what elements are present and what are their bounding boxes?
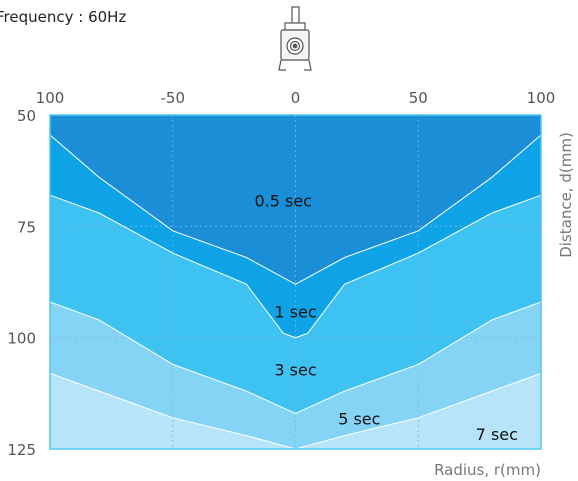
boundary-line-2 xyxy=(49,194,542,339)
x-tick-label-4: 100 xyxy=(527,89,556,107)
x-tick-label-3: 50 xyxy=(409,89,428,107)
x-tick-label-1: -50 xyxy=(161,89,186,107)
band-labels: 0.5 sec 1 sec 3 sec 5 sec 7 sec xyxy=(254,191,517,444)
x-tick-label-0: 100 xyxy=(36,89,65,107)
band-3 xyxy=(50,195,541,414)
band-2 xyxy=(50,135,541,338)
boundary-line-1 xyxy=(49,134,542,285)
band-label-4: 5 sec xyxy=(338,410,380,429)
band-label-3: 3 sec xyxy=(274,361,316,380)
boundary-line-3 xyxy=(49,301,542,414)
sensor-icon xyxy=(278,6,312,71)
x-axis-label: Radius, r(mm) xyxy=(434,461,541,479)
y-tick-label-0: 50 xyxy=(17,107,36,125)
band-label-2: 1 sec xyxy=(274,303,316,322)
band-1 xyxy=(50,115,541,285)
band-4 xyxy=(50,302,541,449)
band-label-5: 7 sec xyxy=(476,425,518,444)
plot-frame xyxy=(49,114,542,450)
y-tick-label-3: 125 xyxy=(7,441,36,459)
y-tick-label-1: 75 xyxy=(17,218,36,236)
y-tick-label-2: 100 xyxy=(7,330,36,348)
y-tick-labels: 50 75 100 125 xyxy=(7,107,36,459)
y-axis-label: Distance, d(mm) xyxy=(557,132,575,258)
x-tick-labels: 100 -50 0 50 100 xyxy=(36,89,556,107)
frequency-label: Frequency : 60Hz xyxy=(0,8,127,26)
band-label-1: 0.5 sec xyxy=(254,191,312,210)
x-tick-label-2: 0 xyxy=(291,89,301,107)
